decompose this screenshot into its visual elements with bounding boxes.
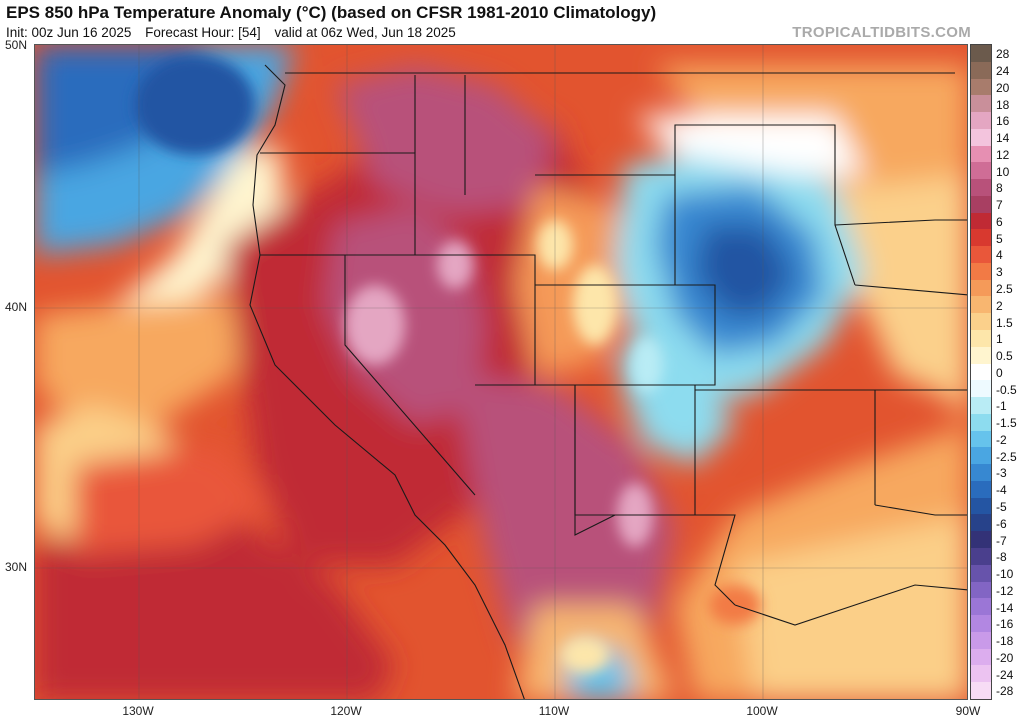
colorbar-label: 24 (996, 63, 1010, 78)
colorbar-label: 5 (996, 231, 1003, 246)
colorbar-swatch (971, 598, 991, 616)
colorbar-swatch (971, 581, 991, 599)
state-borders (249, 64, 967, 699)
colorbar-label: 1.5 (996, 315, 1013, 330)
colorbar-swatch (971, 279, 991, 297)
graticule (35, 45, 967, 699)
colorbar-label: 0.5 (996, 349, 1013, 364)
valid-time: valid at 06z Wed, Jun 18 2025 (274, 25, 456, 40)
colorbar-swatch (971, 430, 991, 448)
colorbar-label: -1 (996, 399, 1007, 414)
colorbar-label: -7 (996, 533, 1007, 548)
colorbar-label: 16 (996, 114, 1010, 129)
colorbar-label: 28 (996, 47, 1010, 62)
anomaly-map (34, 44, 968, 700)
colorbar-label: 0 (996, 365, 1003, 380)
colorbar-label: -14 (996, 600, 1014, 615)
lon-label-90w: 90W (955, 704, 981, 718)
colorbar-swatch (971, 330, 991, 347)
colorbar-label: -3 (996, 466, 1007, 481)
colorbar-swatch (971, 95, 991, 113)
colorbar-swatch (971, 397, 991, 414)
colorbar-swatch (971, 195, 991, 213)
colorbar-label: 2 (996, 298, 1003, 313)
colorbar-swatch (971, 447, 991, 465)
colorbar-swatch (971, 229, 991, 247)
colorbar-swatch (971, 162, 991, 180)
colorbar-swatch (971, 514, 991, 532)
colorbar-swatch (971, 363, 991, 381)
anomaly-detail (135, 55, 761, 673)
colorbar-label: 2.5 (996, 281, 1013, 296)
colorbar-label: 7 (996, 198, 1003, 213)
colorbar-label: -12 (996, 583, 1014, 598)
colorbar-swatch (971, 296, 991, 314)
colorbar-swatch (971, 112, 991, 129)
colorbar-label: 18 (996, 97, 1010, 112)
colorbar-swatch (971, 45, 991, 62)
lat-label-50n: 50N (5, 38, 28, 52)
colorbar-swatch (971, 246, 991, 263)
map-title: EPS 850 hPa Temperature Anomaly (°C) (ba… (6, 3, 657, 22)
colorbar-swatch (971, 648, 991, 666)
colorbar-label: -16 (996, 617, 1014, 632)
colorbar-swatch (971, 547, 991, 565)
colorbar-label: -0.5 (996, 382, 1017, 397)
colorbar-label: 4 (996, 248, 1003, 263)
colorbar-label: -20 (996, 650, 1014, 665)
colorbar-label: -6 (996, 516, 1007, 531)
colorbar (970, 44, 992, 700)
colorbar-swatch (971, 413, 991, 431)
colorbar-label: 3 (996, 265, 1003, 280)
colorbar-label: 1 (996, 332, 1003, 347)
lon-label-120w: 120W (330, 704, 362, 718)
init-time: Init: 00z Jun 16 2025 (6, 25, 132, 40)
colorbar-swatch (971, 262, 991, 280)
colorbar-swatch (971, 313, 991, 331)
colorbar-label: 14 (996, 131, 1010, 146)
lon-label-130w: 130W (122, 704, 154, 718)
colorbar-label: 12 (996, 147, 1010, 162)
colorbar-label: 10 (996, 164, 1010, 179)
colorbar-swatch (971, 346, 991, 364)
colorbar-swatch (971, 78, 991, 96)
colorbar-label: 8 (996, 181, 1003, 196)
forecast-hour: Forecast Hour: [54] (145, 25, 261, 40)
colorbar-swatch (971, 179, 991, 196)
colorbar-swatch (971, 212, 991, 230)
colorbar-swatch (971, 61, 991, 79)
lon-label-100w: 100W (746, 704, 778, 718)
colorbar-label: -24 (996, 667, 1014, 682)
colorbar-swatch (971, 497, 991, 515)
colorbar-label: -2.5 (996, 449, 1017, 464)
colorbar-swatch (971, 480, 991, 498)
colorbar-label: -28 (996, 684, 1014, 699)
lon-label-110w: 110W (538, 704, 570, 718)
colorbar-label: -8 (996, 550, 1007, 565)
map-subtitle: Init: 00z Jun 16 2025 Forecast Hour: [54… (6, 25, 466, 40)
colorbar-swatch (971, 631, 991, 649)
brand-watermark: TROPICALTIDBITS.COM (792, 24, 971, 41)
colorbar-label: -1.5 (996, 416, 1017, 431)
colorbar-swatch (971, 564, 991, 582)
colorbar-swatch (971, 145, 991, 163)
colorbar-swatch (971, 682, 991, 699)
colorbar-swatch (971, 380, 991, 398)
colorbar-swatch (971, 128, 991, 146)
colorbar-swatch (971, 464, 991, 481)
colorbar-label: 20 (996, 80, 1010, 95)
lat-label-40n: 40N (5, 300, 28, 314)
colorbar-swatch (971, 531, 991, 548)
colorbar-label: 6 (996, 214, 1003, 229)
colorbar-label: -2 (996, 432, 1007, 447)
colorbar-label: -5 (996, 499, 1007, 514)
colorbar-swatch (971, 665, 991, 683)
map-svg (35, 45, 967, 699)
lat-label-30n: 30N (5, 560, 28, 574)
colorbar-label: -18 (996, 634, 1014, 649)
colorbar-label: -10 (996, 567, 1014, 582)
colorbar-swatch (971, 615, 991, 632)
colorbar-label: -4 (996, 483, 1007, 498)
